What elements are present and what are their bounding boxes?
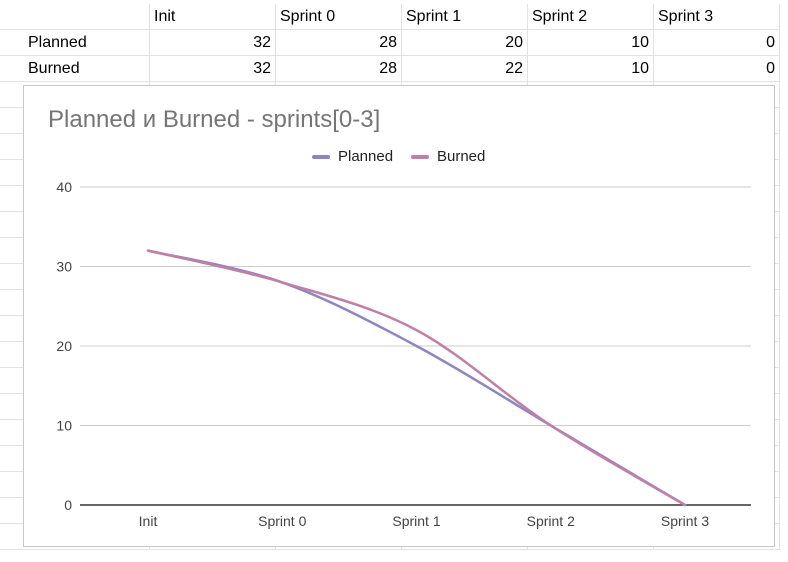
cell-planned-sprint-1[interactable]: 20 [402, 30, 528, 56]
cell-burned-init[interactable]: 32 [150, 56, 276, 82]
header-cell-sprint-0[interactable]: Sprint 0 [276, 4, 402, 30]
header-cell-sprint-3[interactable]: Sprint 3 [654, 4, 780, 30]
header-cell-corner[interactable] [0, 4, 150, 30]
header-cell-sprint-2[interactable]: Sprint 2 [528, 4, 654, 30]
chart-title: Planned и Burned - sprints[0-3] [48, 106, 381, 133]
table-row-burned: Burned 32 28 22 10 0 [0, 56, 788, 82]
cell-burned-sprint-2[interactable]: 10 [528, 56, 654, 82]
row-label-planned[interactable]: Planned [0, 30, 150, 56]
legend-swatch-burned [411, 154, 429, 159]
x-tick-label: Sprint 2 [527, 513, 575, 529]
y-tick-label: 0 [64, 497, 72, 513]
chart[interactable]: Planned и Burned - sprints[0-3] Planned … [23, 85, 775, 547]
series-line-burned [146, 249, 687, 507]
table-row-planned: Planned 32 28 20 10 0 [0, 30, 788, 56]
cell-planned-sprint-0[interactable]: 28 [276, 30, 402, 56]
cell-planned-sprint-2[interactable]: 10 [528, 30, 654, 56]
header-row: Init Sprint 0 Sprint 1 Sprint 2 Sprint 3 [0, 4, 788, 30]
cell-burned-sprint-0[interactable]: 28 [276, 56, 402, 82]
cell-planned-sprint-3[interactable]: 0 [654, 30, 780, 56]
x-tick-label: Sprint 1 [392, 513, 440, 529]
row-label-burned[interactable]: Burned [0, 56, 150, 82]
plot-area: 0 10 20 30 40 Init Sprint 0 Sprint 1 Sprint 2 Spr… [56, 179, 751, 529]
x-tick-label: Init [139, 513, 158, 529]
y-tick-label: 10 [56, 418, 72, 434]
cell-burned-sprint-3[interactable]: 0 [654, 56, 780, 82]
y-tick-label: 20 [56, 338, 72, 354]
empty-cell[interactable] [654, 524, 780, 550]
legend-item-planned[interactable]: Planned [312, 148, 393, 165]
legend-swatch-planned [312, 154, 330, 159]
cell-burned-sprint-1[interactable]: 22 [402, 56, 528, 82]
cell-planned-init[interactable]: 32 [150, 30, 276, 56]
x-tick-label: Sprint 3 [661, 513, 709, 529]
y-tick-label: 30 [56, 259, 72, 275]
legend-label-burned: Burned [437, 148, 486, 165]
x-tick-label: Sprint 0 [258, 513, 306, 529]
header-cell-init[interactable]: Init [150, 4, 276, 30]
series-line-planned [146, 249, 687, 507]
legend-item-burned[interactable]: Burned [411, 148, 485, 165]
chart-legend: Planned Burned [24, 148, 774, 168]
y-tick-label: 40 [56, 179, 72, 195]
legend-label-planned: Planned [338, 148, 394, 165]
header-cell-sprint-1[interactable]: Sprint 1 [402, 4, 528, 30]
